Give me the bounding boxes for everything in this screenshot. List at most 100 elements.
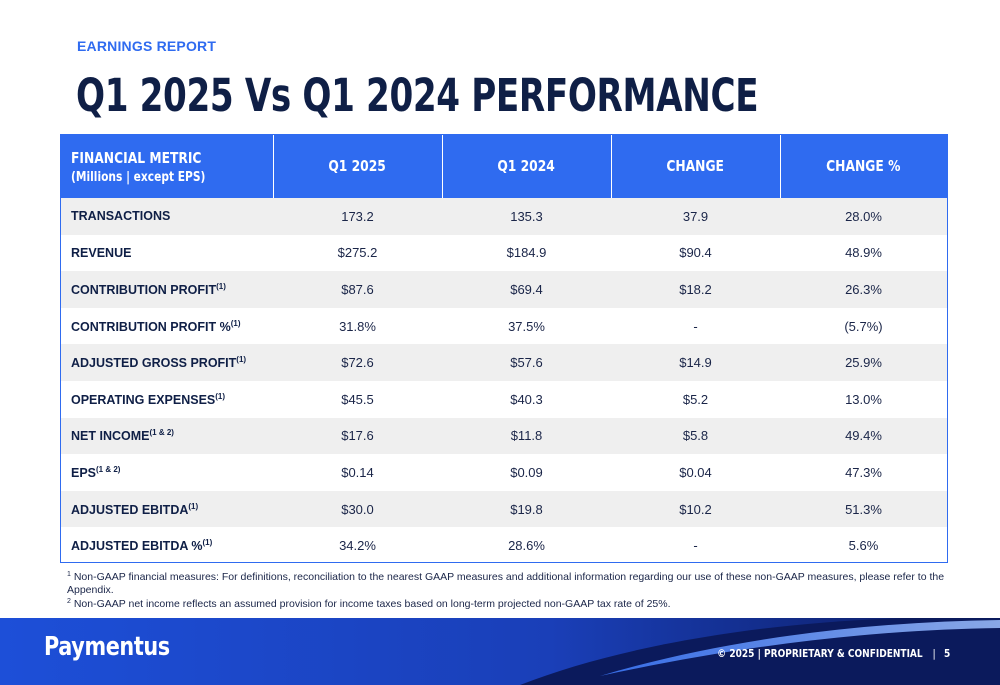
footer-separator: |	[932, 647, 936, 660]
value-cell-q1-2024: $69.4	[442, 271, 611, 308]
metrics-table: FINANCIAL METRIC (Millions | except EPS)…	[61, 135, 947, 562]
value-cell-q1-2024: 135.3	[442, 198, 611, 235]
value-cell-change: 37.9	[611, 198, 780, 235]
header-financial-metric: FINANCIAL METRIC (Millions | except EPS)	[61, 135, 274, 198]
metric-cell: CONTRIBUTION PROFIT(1)	[61, 271, 273, 308]
metric-label: CONTRIBUTION PROFIT	[71, 282, 217, 297]
value-cell-q1-2025: 34.2%	[273, 527, 442, 562]
footnote-2-text: Non-GAAP net income reflects an assumed …	[73, 598, 671, 610]
value-cell-change-pct: 47.3%	[780, 454, 947, 491]
value-cell-change-pct: 51.3%	[780, 490, 947, 528]
value-cell-q1-2024: $11.8	[442, 417, 611, 455]
value-cell-q1-2025: 173.2	[273, 198, 442, 235]
value-cell-q1-2025: $275.2	[273, 234, 442, 272]
metric-footnote-ref: (1)	[236, 355, 247, 365]
header-metric-sublabel: (Millions | except EPS)	[71, 169, 206, 185]
metric-footnote-ref: (1)	[230, 318, 241, 328]
table-row: OPERATING EXPENSES(1) $45.5 $40.3 $5.2 13.0%	[61, 380, 947, 418]
metric-cell: CONTRIBUTION PROFIT %(1)	[61, 307, 273, 345]
header-q1-2024-label: Q1 2024	[497, 157, 556, 175]
table-row: EPS(1 & 2) $0.14 $0.09 $0.04 47.3%	[61, 454, 947, 491]
metric-footnote-ref: (1)	[202, 538, 213, 548]
footer-wave-graphic	[0, 618, 1000, 685]
table-row: CONTRIBUTION PROFIT(1) $87.6 $69.4 $18.2 26.…	[61, 271, 947, 308]
value-cell-change: $18.2	[611, 271, 780, 308]
metric-footnote-ref: (1)	[215, 391, 226, 401]
table-row: NET INCOME(1 & 2) $17.6 $11.8 $5.8 49.4%	[61, 417, 947, 455]
header-q1-2025: Q1 2025	[273, 135, 443, 198]
metric-footnote-ref: (1 & 2)	[149, 428, 174, 438]
value-cell-q1-2025: $30.0	[273, 490, 442, 528]
table-row: ADJUSTED EBITDA %(1) 34.2% 28.6% -5.6%	[61, 527, 947, 562]
metric-label: OPERATING EXPENSES	[71, 392, 216, 407]
copyright-line: © 2025 | PROPRIETARY & CONFIDENTIAL | 5	[717, 647, 950, 660]
value-cell-change: $10.2	[611, 490, 780, 528]
metric-label: ADJUSTED EBITDA %	[71, 539, 203, 554]
value-cell-change-pct: 49.4%	[780, 417, 947, 455]
metric-cell: TRANSACTIONS	[61, 198, 273, 235]
footer-band	[0, 618, 1000, 685]
header-change: CHANGE	[611, 135, 781, 198]
value-cell-q1-2025: $0.14	[273, 454, 442, 491]
metric-cell: OPERATING EXPENSES(1)	[61, 380, 273, 418]
value-cell-change-pct: 5.6%	[780, 527, 947, 562]
value-cell-q1-2024: 28.6%	[442, 527, 611, 562]
value-cell-change: -	[611, 307, 780, 345]
page-number: 5	[943, 647, 950, 660]
performance-table: FINANCIAL METRIC (Millions | except EPS)…	[60, 134, 948, 563]
value-cell-q1-2024: $57.6	[442, 344, 611, 381]
metric-label: EPS	[71, 465, 97, 480]
metric-cell: REVENUE	[61, 234, 273, 272]
footnotes: 1 Non-GAAP financial measures: For defin…	[67, 569, 957, 611]
metric-cell: ADJUSTED GROSS PROFIT(1)	[61, 344, 273, 381]
value-cell-q1-2025: $45.5	[273, 380, 442, 418]
value-cell-q1-2024: $184.9	[442, 234, 611, 272]
metric-label: REVENUE	[71, 245, 132, 260]
table-row: TRANSACTIONS 173.2 135.3 37.9 28.0%	[61, 198, 947, 235]
value-cell-change: -	[611, 527, 780, 562]
value-cell-q1-2024: 37.5%	[442, 307, 611, 345]
value-cell-q1-2024: $19.8	[442, 490, 611, 528]
header-change-label: CHANGE	[666, 157, 725, 175]
footnote-1-mark: 1	[67, 571, 71, 578]
value-cell-q1-2024: $40.3	[442, 380, 611, 418]
value-cell-q1-2024: $0.09	[442, 454, 611, 491]
value-cell-q1-2025: $87.6	[273, 271, 442, 308]
metric-footnote-ref: (1 & 2)	[96, 464, 121, 474]
metric-footnote-ref: (1)	[216, 281, 226, 291]
value-cell-q1-2025: 31.8%	[273, 307, 442, 345]
eyebrow-label: EARNINGS REPORT	[77, 38, 217, 54]
value-cell-change-pct: 13.0%	[780, 380, 947, 418]
table-header-row: FINANCIAL METRIC (Millions | except EPS)…	[61, 135, 947, 198]
value-cell-q1-2025: $72.6	[273, 344, 442, 381]
table-row: ADJUSTED GROSS PROFIT(1) $72.6 $57.6 $14.9 2…	[61, 344, 947, 381]
value-cell-change-pct: 26.3%	[780, 271, 947, 308]
footnote-2-mark: 2	[67, 598, 71, 605]
page-title: Q1 2025 Vs Q1 2024 PERFORMANCE	[76, 69, 759, 122]
metric-label: ADJUSTED EBITDA	[71, 502, 189, 517]
table-row: ADJUSTED EBITDA(1) $30.0 $19.8 $10.2 51.3%	[61, 490, 947, 528]
value-cell-q1-2025: $17.6	[273, 417, 442, 455]
table-row: REVENUE $275.2 $184.9 $90.4 48.9%	[61, 234, 947, 272]
value-cell-change: $90.4	[611, 234, 780, 272]
value-cell-change-pct: 28.0%	[780, 198, 947, 235]
metric-cell: ADJUSTED EBITDA %(1)	[61, 527, 273, 562]
paymentus-logo: Paymentus	[44, 632, 170, 662]
footnote-1: 1 Non-GAAP financial measures: For defin…	[67, 569, 957, 596]
metric-cell: NET INCOME(1 & 2)	[61, 417, 273, 455]
header-change-pct: CHANGE %	[780, 135, 947, 198]
copyright-text: © 2025 | PROPRIETARY & CONFIDENTIAL	[716, 647, 923, 660]
metric-cell: EPS(1 & 2)	[61, 454, 273, 491]
value-cell-change: $5.8	[611, 417, 780, 455]
header-q1-2024: Q1 2024	[442, 135, 612, 198]
metric-label: TRANSACTIONS	[71, 209, 171, 224]
table-row: CONTRIBUTION PROFIT %(1) 31.8% 37.5% - (5.7%…	[61, 307, 947, 345]
value-cell-change-pct: 48.9%	[780, 234, 947, 272]
metric-label: ADJUSTED GROSS PROFIT	[71, 356, 237, 371]
metric-footnote-ref: (1)	[188, 501, 199, 511]
header-change-pct-label: CHANGE %	[826, 157, 901, 175]
footnote-1-text: Non-GAAP financial measures: For definit…	[67, 571, 945, 596]
metric-label: NET INCOME	[71, 429, 150, 444]
value-cell-change-pct: (5.7%)	[780, 307, 947, 345]
value-cell-change-pct: 25.9%	[780, 344, 947, 381]
